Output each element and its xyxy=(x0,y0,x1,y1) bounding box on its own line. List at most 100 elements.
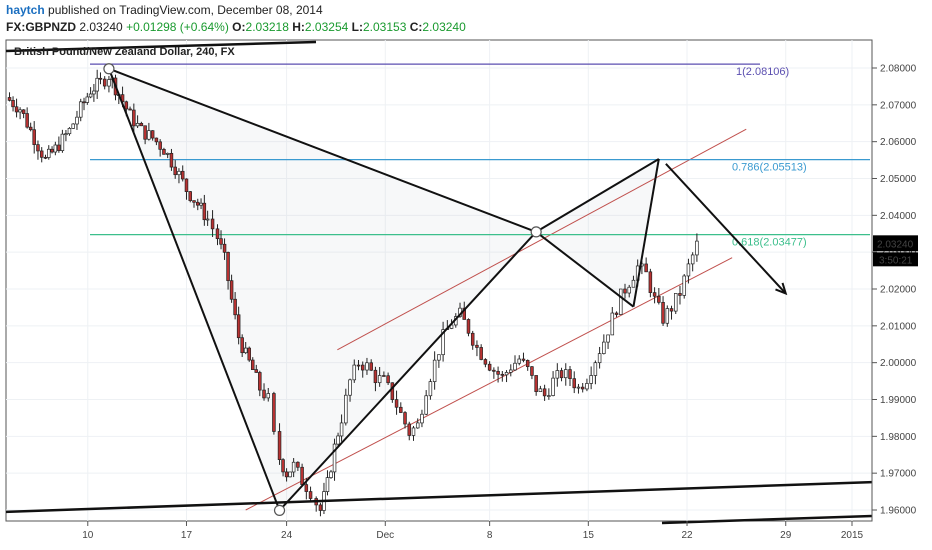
candle-up xyxy=(95,77,99,92)
candle-down xyxy=(281,459,285,473)
candle-down xyxy=(188,191,192,201)
candle-up xyxy=(411,427,416,436)
candle-down xyxy=(304,484,309,492)
candle-down xyxy=(356,364,361,367)
candle-down xyxy=(407,423,412,436)
candle-down xyxy=(462,307,467,320)
candle-up xyxy=(344,394,348,424)
countdown-tag xyxy=(873,252,918,267)
y-tick-label: 1.97000 xyxy=(880,469,917,480)
candle-up xyxy=(424,395,428,415)
pattern-point-handle[interactable] xyxy=(103,63,115,75)
ohlc-line: FX:GBPNZD 2.03240 +0.01298 (+0.64%) O:2.… xyxy=(6,20,466,34)
candle-down xyxy=(648,271,653,293)
chart-header: haytch published on TradingView.com, Dec… xyxy=(0,0,932,38)
candle-down xyxy=(534,375,538,392)
pattern-point-handle[interactable] xyxy=(273,504,286,516)
candle-down xyxy=(21,109,26,114)
candle-up xyxy=(415,422,420,429)
channel-upper-line[interactable] xyxy=(337,128,747,351)
candle-up xyxy=(695,240,699,256)
support-trendline[interactable] xyxy=(5,480,873,514)
published-text: published on TradingView.com, December 0… xyxy=(44,3,323,17)
plot-frame xyxy=(5,39,873,522)
fib-level-label: 1(2.08106) xyxy=(736,66,789,78)
candle-down xyxy=(386,375,390,384)
x-axis: 10 17 24 Dec 8 15 22 29 2015 xyxy=(82,521,864,541)
candle-down xyxy=(14,106,19,113)
candle-up xyxy=(365,362,369,371)
candle-down xyxy=(568,369,572,380)
candle-up xyxy=(92,90,96,95)
x-tick-label: 17 xyxy=(181,530,193,541)
candle-down xyxy=(277,431,282,461)
y-tick-label: 1.98000 xyxy=(880,432,917,443)
last-price: 2.03240 xyxy=(79,20,123,34)
candle-down xyxy=(496,370,500,375)
candle-up xyxy=(377,375,382,384)
y-tick-label: 2.04000 xyxy=(880,211,917,222)
publish-line: haytch published on TradingView.com, Dec… xyxy=(6,3,323,17)
candle-down xyxy=(98,77,103,80)
channel-lower-line[interactable] xyxy=(245,257,733,511)
candle-down xyxy=(251,359,255,370)
candle-up xyxy=(602,341,606,354)
candle-down xyxy=(470,332,475,346)
projection-arrow-head xyxy=(775,282,788,296)
candle-down xyxy=(466,319,471,334)
y-tick-label: 2.00000 xyxy=(880,358,917,369)
candle-up xyxy=(352,364,357,381)
candle-down xyxy=(300,466,304,485)
candle-down xyxy=(184,178,189,192)
projection-arrow-line[interactable] xyxy=(665,163,787,295)
high-label: H: xyxy=(292,20,305,34)
candle-up xyxy=(135,122,140,127)
pattern-leg-line[interactable] xyxy=(107,68,281,511)
candle-down xyxy=(284,471,289,478)
pattern-leg-line[interactable] xyxy=(535,158,660,233)
candle-down xyxy=(215,228,220,240)
candle-up xyxy=(67,128,72,135)
y-tick-label: 2.08000 xyxy=(880,64,917,75)
candle-up xyxy=(437,354,441,361)
candle-down xyxy=(492,369,496,372)
candle-up xyxy=(555,370,560,379)
candle-down xyxy=(226,251,230,282)
candle-down xyxy=(644,263,648,273)
candle-up xyxy=(339,422,344,437)
candle-up xyxy=(564,369,568,379)
candle-down xyxy=(124,101,129,110)
x-tick-label: 29 xyxy=(780,530,792,541)
top-edge-trendline[interactable] xyxy=(5,40,317,53)
candle-down xyxy=(652,292,657,297)
candle-up xyxy=(85,96,90,103)
pattern-leg-line[interactable] xyxy=(632,158,660,307)
candle-down xyxy=(32,129,36,145)
bottom-edge-trendline[interactable] xyxy=(661,514,873,525)
candles-layer xyxy=(7,69,699,517)
y-tick-label: 2.01000 xyxy=(880,321,917,332)
candle-down xyxy=(50,148,54,153)
candle-down xyxy=(169,152,174,168)
candle-up xyxy=(332,443,337,473)
candle-down xyxy=(258,372,262,391)
author-link[interactable]: haytch xyxy=(6,3,45,17)
candle-down xyxy=(390,382,395,400)
candle-down xyxy=(128,108,132,111)
pattern-leg-line[interactable] xyxy=(535,231,635,308)
candle-down xyxy=(11,100,15,108)
candle-down xyxy=(530,366,534,376)
pattern-point-handle[interactable] xyxy=(530,226,542,238)
candle-down xyxy=(369,362,373,371)
candle-up xyxy=(538,388,543,392)
pattern-leg-line[interactable] xyxy=(108,67,537,233)
pattern-leg-line[interactable] xyxy=(278,231,537,512)
candle-up xyxy=(432,359,437,382)
candle-up xyxy=(627,286,631,294)
candle-down xyxy=(154,137,159,143)
candle-up xyxy=(88,93,93,98)
pattern-triangle-bcd xyxy=(536,158,659,307)
fib-layer: 1(2.08106) 0.786(2.05513) 0.618(2.03477) xyxy=(90,63,870,249)
x-tick-label: 22 xyxy=(681,530,693,541)
